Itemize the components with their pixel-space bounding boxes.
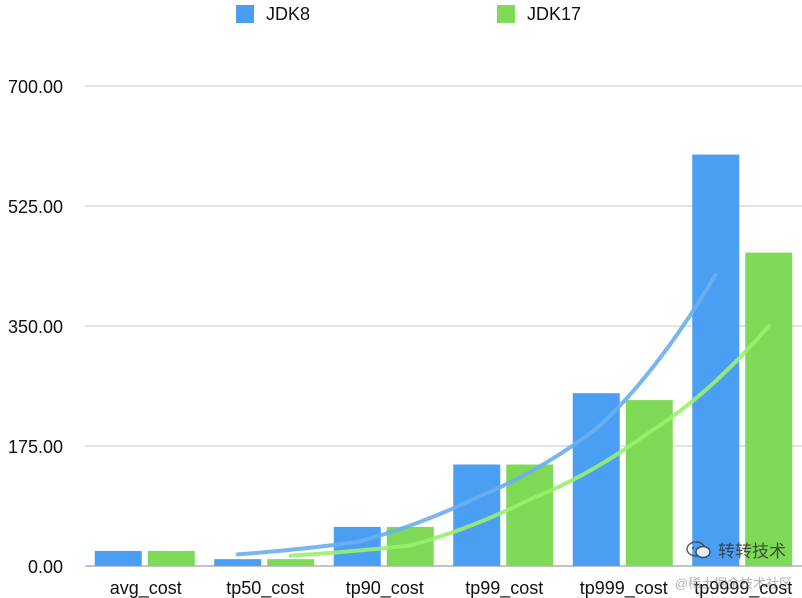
trendline-jdk8: [235, 272, 718, 557]
y-axis: 0.00 175.00 350.00 525.00 700.00: [8, 77, 63, 577]
trendline-jdk17: [288, 324, 771, 558]
legend-item-jdk8: JDK8: [236, 3, 310, 25]
trendlines: [235, 272, 771, 558]
watermark-subtext: @稀土掘金技术社区: [674, 576, 792, 591]
y-tick-label: 0.00: [28, 557, 63, 577]
y-tick-label: 525.00: [8, 197, 63, 217]
bar-jdk8-avg_cost: [94, 550, 142, 566]
legend-swatch-jdk8: [236, 5, 254, 23]
bars: [94, 154, 793, 567]
y-tick-label: 700.00: [8, 77, 63, 97]
bar-jdk8-tp50_cost: [214, 559, 262, 566]
x-tick-label: tp999_cost: [580, 578, 668, 598]
x-tick-label: avg_cost: [110, 578, 182, 598]
x-axis: avg_cost tp50_cost tp90_cost tp99_cost tp999…: [110, 578, 793, 598]
bar-jdk17-tp999_cost: [625, 400, 673, 566]
bar-jdk17-avg_cost: [147, 550, 195, 566]
watermark: 转转技术: [686, 537, 786, 562]
bar-jdk8-tp9999_cost: [692, 154, 740, 567]
legend-item-jdk17: JDK17: [497, 3, 581, 25]
y-tick-label: 175.00: [8, 437, 63, 457]
legend-label-jdk17: JDK17: [527, 3, 582, 24]
bar-jdk8-tp90_cost: [333, 526, 381, 566]
wechat-icon: [686, 540, 711, 558]
bar-jdk17-tp50_cost: [267, 559, 315, 566]
watermark-text: 转转技术: [718, 542, 786, 561]
x-tick-label: tp99_cost: [465, 578, 543, 598]
legend-label-jdk8: JDK8: [266, 3, 311, 24]
bar-jdk8-tp999_cost: [572, 393, 620, 566]
legend-swatch-jdk17: [497, 5, 515, 23]
x-tick-label: tp50_cost: [226, 578, 304, 598]
x-tick-label: tp9999_cost: [694, 578, 792, 598]
x-tick-label: tp90_cost: [346, 578, 424, 598]
bar-jdk17-tp9999_cost: [745, 252, 793, 566]
y-tick-label: 350.00: [8, 317, 63, 337]
